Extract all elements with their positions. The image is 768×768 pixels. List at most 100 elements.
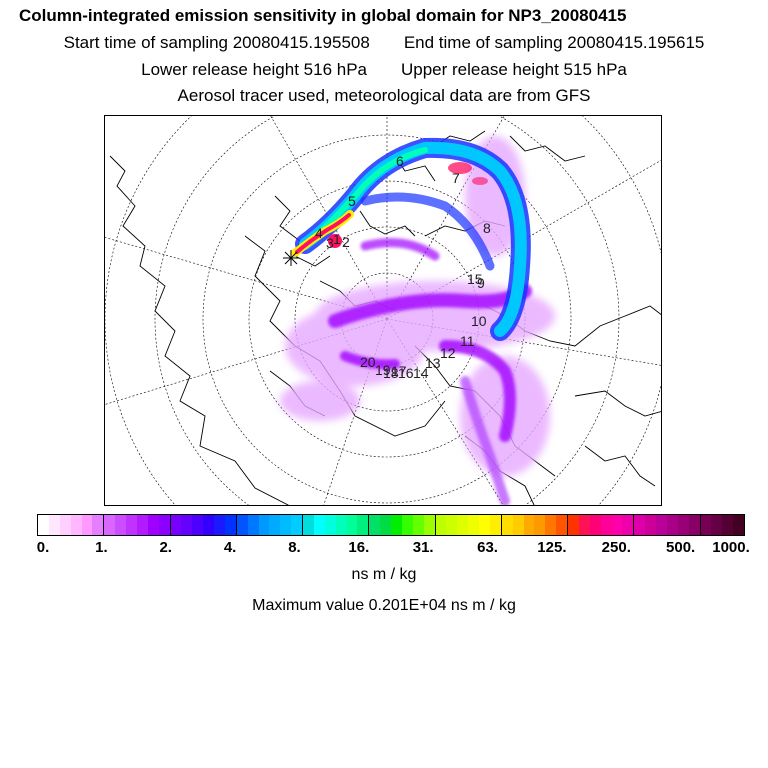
- color-scale-segment: [380, 515, 391, 535]
- day-label-3: 3: [326, 235, 334, 251]
- day-label-15: 15: [467, 271, 483, 287]
- color-scale-tick-label: 125.: [537, 539, 567, 556]
- color-scale-segment: [711, 515, 723, 535]
- color-scale-segment: [434, 515, 447, 535]
- color-scale-segment: [479, 515, 490, 535]
- day-label-20: 20: [360, 354, 376, 370]
- color-scale-segment: [699, 515, 712, 535]
- color-scale-segment: [280, 515, 292, 535]
- day-label-18: 18: [383, 365, 399, 381]
- color-scale-bar: [37, 514, 745, 536]
- end-time: End time of sampling 20080415.195615: [403, 33, 705, 52]
- day-label-4: 4: [315, 225, 323, 241]
- color-scale-segment: [391, 515, 402, 535]
- day-label-14: 14: [413, 365, 429, 381]
- color-scale-tick-label: 1.: [95, 539, 108, 556]
- color-scale-segment: [136, 515, 148, 535]
- color-scale-segment: [556, 515, 567, 535]
- color-scale-segment: [203, 515, 214, 535]
- emission-sensitivity-map: 1 2 3 4 5 6 7 8 9 10 11 12 13 14 15 16 1…: [104, 115, 662, 506]
- color-scale-segment: [677, 515, 689, 535]
- lower-release-height: Lower release height 516 hPa: [141, 60, 367, 79]
- color-scale-segment: [291, 515, 302, 535]
- color-scale-segment: [578, 515, 590, 535]
- color-scale-segment: [258, 515, 270, 535]
- color-scale-segment: [192, 515, 204, 535]
- color-scale-tick-label: 31.: [412, 539, 434, 556]
- color-scale-segment: [666, 515, 678, 535]
- color-scale-segment: [567, 515, 579, 535]
- plume-source: [291, 210, 354, 257]
- release-heights: Lower release height 516 hPa Upper releas…: [0, 60, 768, 80]
- day-label-10: 10: [471, 313, 487, 329]
- color-scale-segment: [633, 515, 646, 535]
- color-scale-segment: [346, 515, 358, 535]
- color-scale-segment: [224, 515, 236, 535]
- day-label-13: 13: [425, 355, 441, 371]
- color-scale-segment: [368, 515, 381, 535]
- color-scale-segment: [126, 515, 137, 535]
- map-canvas: 1 2 3 4 5 6 7 8 9 10 11 12 13 14 15 16 1…: [105, 116, 661, 505]
- color-scale-segment: [81, 515, 93, 535]
- color-scale-segment: [92, 515, 104, 535]
- color-scale-segment: [335, 515, 347, 535]
- color-scale-segment: [489, 515, 501, 535]
- color-scale-segment: [169, 515, 182, 535]
- sampling-times: Start time of sampling 20080415.195508 En…: [0, 33, 768, 53]
- color-scale-segment: [235, 515, 248, 535]
- map-title: Column-integrated emission sensitivity i…: [19, 6, 627, 25]
- color-scale-segment: [589, 515, 601, 535]
- color-scale-segment: [733, 515, 744, 535]
- color-scale-segment: [446, 515, 458, 535]
- day-label-5: 5: [348, 193, 356, 209]
- color-scale-segment: [59, 515, 71, 535]
- color-scale-tick-label: 250.: [601, 539, 631, 556]
- color-scale-tick-label: 8.: [288, 539, 301, 556]
- color-scale-segment: [600, 515, 612, 535]
- day-label-7: 7: [452, 170, 460, 186]
- day-label-16: 16: [398, 365, 414, 381]
- color-scale-segment: [115, 515, 126, 535]
- unit-label: ns m / kg: [351, 566, 417, 583]
- color-scale-segment: [645, 515, 656, 535]
- color-scale-tick-label: 500.: [666, 539, 696, 556]
- color-scale-segment: [534, 515, 546, 535]
- color-scale-segment: [412, 515, 424, 535]
- high-sensitivity-patches: [448, 162, 488, 185]
- upper-release-height: Upper release height 515 hPa: [401, 60, 627, 79]
- color-scale-segment: [70, 515, 82, 535]
- day-label-12: 12: [440, 345, 456, 361]
- color-scale-segment: [214, 515, 225, 535]
- color-scale-segment: [500, 515, 513, 535]
- color-scale-segment: [38, 515, 49, 535]
- day-label-2: 2: [342, 234, 350, 250]
- color-scale-segment: [48, 515, 60, 535]
- start-time: Start time of sampling 20080415.195508: [63, 33, 370, 52]
- color-scale-segment: [457, 515, 469, 535]
- day-label-6: 6: [396, 153, 404, 169]
- color-scale-segment: [269, 515, 281, 535]
- color-scale-segment: [313, 515, 325, 535]
- color-scale-segment: [147, 515, 159, 535]
- release-point-marker: [283, 250, 299, 266]
- color-scale-segment: [302, 515, 314, 535]
- day-label-17: 17: [391, 363, 407, 379]
- color-scale-segment: [545, 515, 557, 535]
- color-scale-segment: [103, 515, 116, 535]
- tracer-info: Aerosol tracer used, meteorological data…: [177, 86, 591, 105]
- maximum-value: Maximum value 0.201E+04 ns m / kg: [252, 597, 516, 614]
- color-scale-segment: [688, 515, 700, 535]
- color-scale-tick-label: 16.: [348, 539, 370, 556]
- plume-core: [295, 137, 531, 341]
- color-scale-segment: [324, 515, 336, 535]
- color-scale-tick-label: 63.: [477, 539, 498, 556]
- color-scale-segment: [423, 515, 435, 535]
- color-scale-tick-label: 0.: [36, 539, 50, 556]
- color-scale-segment: [247, 515, 259, 535]
- color-scale-segment: [181, 515, 193, 535]
- day-label-9: 9: [477, 275, 485, 291]
- day-label-1: 1: [333, 231, 341, 247]
- color-scale-tick-label: 2.: [159, 539, 172, 556]
- color-scale-tick-label: 4.: [223, 539, 237, 556]
- color-scale-segment: [401, 515, 413, 535]
